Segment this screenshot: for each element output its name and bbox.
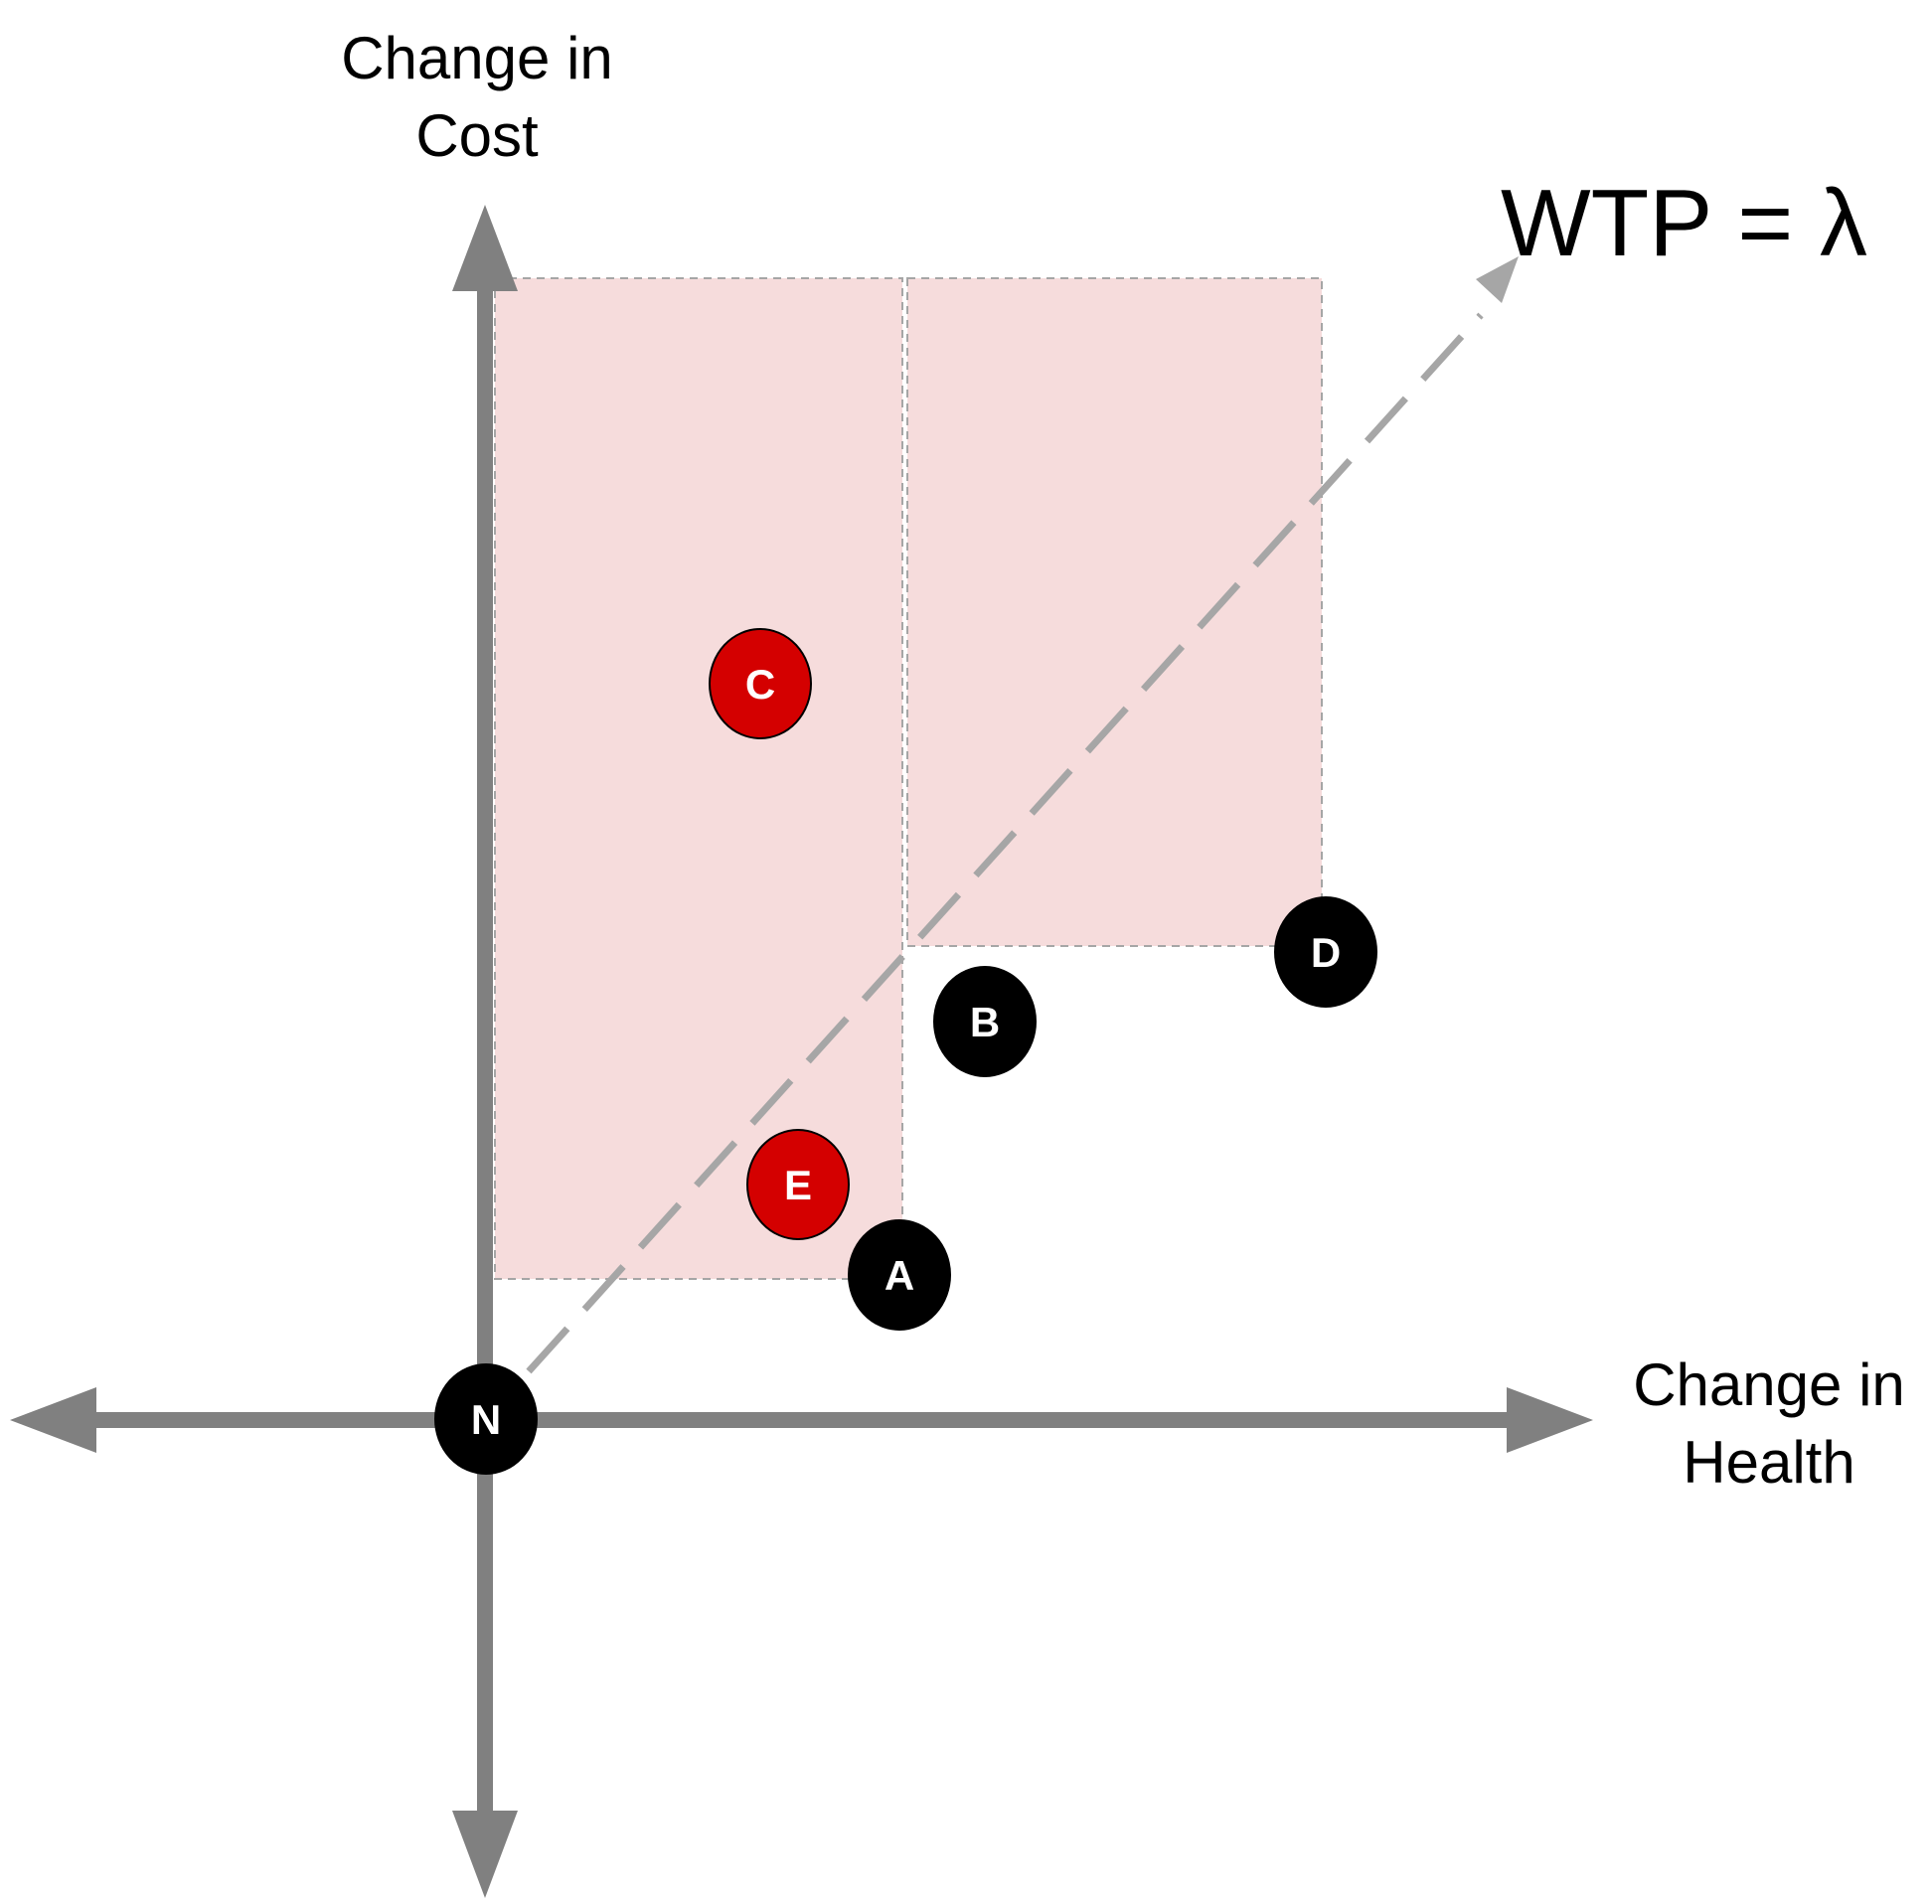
- point-c: C: [709, 628, 812, 739]
- point-n-marker: [434, 1363, 538, 1475]
- point-e: E: [746, 1129, 850, 1240]
- x-axis-arrow-left: [10, 1387, 96, 1453]
- point-a: A: [848, 1219, 951, 1331]
- point-n: N: [434, 1363, 538, 1475]
- point-d: D: [1274, 896, 1377, 1008]
- point-b-label: B: [970, 999, 1000, 1045]
- wtp-line: [526, 312, 1484, 1374]
- point-b: B: [933, 966, 1037, 1077]
- y-axis-arrow-up: [452, 205, 518, 291]
- wtp-arrowhead: [1476, 256, 1519, 303]
- point-a-marker: [848, 1219, 951, 1331]
- point-e-label: E: [784, 1162, 812, 1208]
- y-axis-arrow-down: [452, 1811, 518, 1898]
- point-c-label: C: [745, 661, 775, 708]
- point-e-marker: [746, 1129, 850, 1240]
- x-axis-label: Change in Health: [1633, 1351, 1905, 1496]
- point-a-label: A: [885, 1252, 914, 1299]
- y-axis-label: Change in Cost: [341, 25, 613, 169]
- point-d-marker: [1274, 896, 1377, 1008]
- x-axis-arrow-right: [1507, 1387, 1593, 1453]
- point-d-label: D: [1311, 929, 1341, 976]
- point-c-marker: [709, 628, 812, 739]
- shaded-region-left: [494, 277, 903, 1280]
- shaded-region-right: [906, 277, 1323, 947]
- point-b-marker: [933, 966, 1037, 1077]
- point-n-label: N: [471, 1396, 501, 1443]
- wtp-line-label: WTP = λ: [1501, 170, 1867, 276]
